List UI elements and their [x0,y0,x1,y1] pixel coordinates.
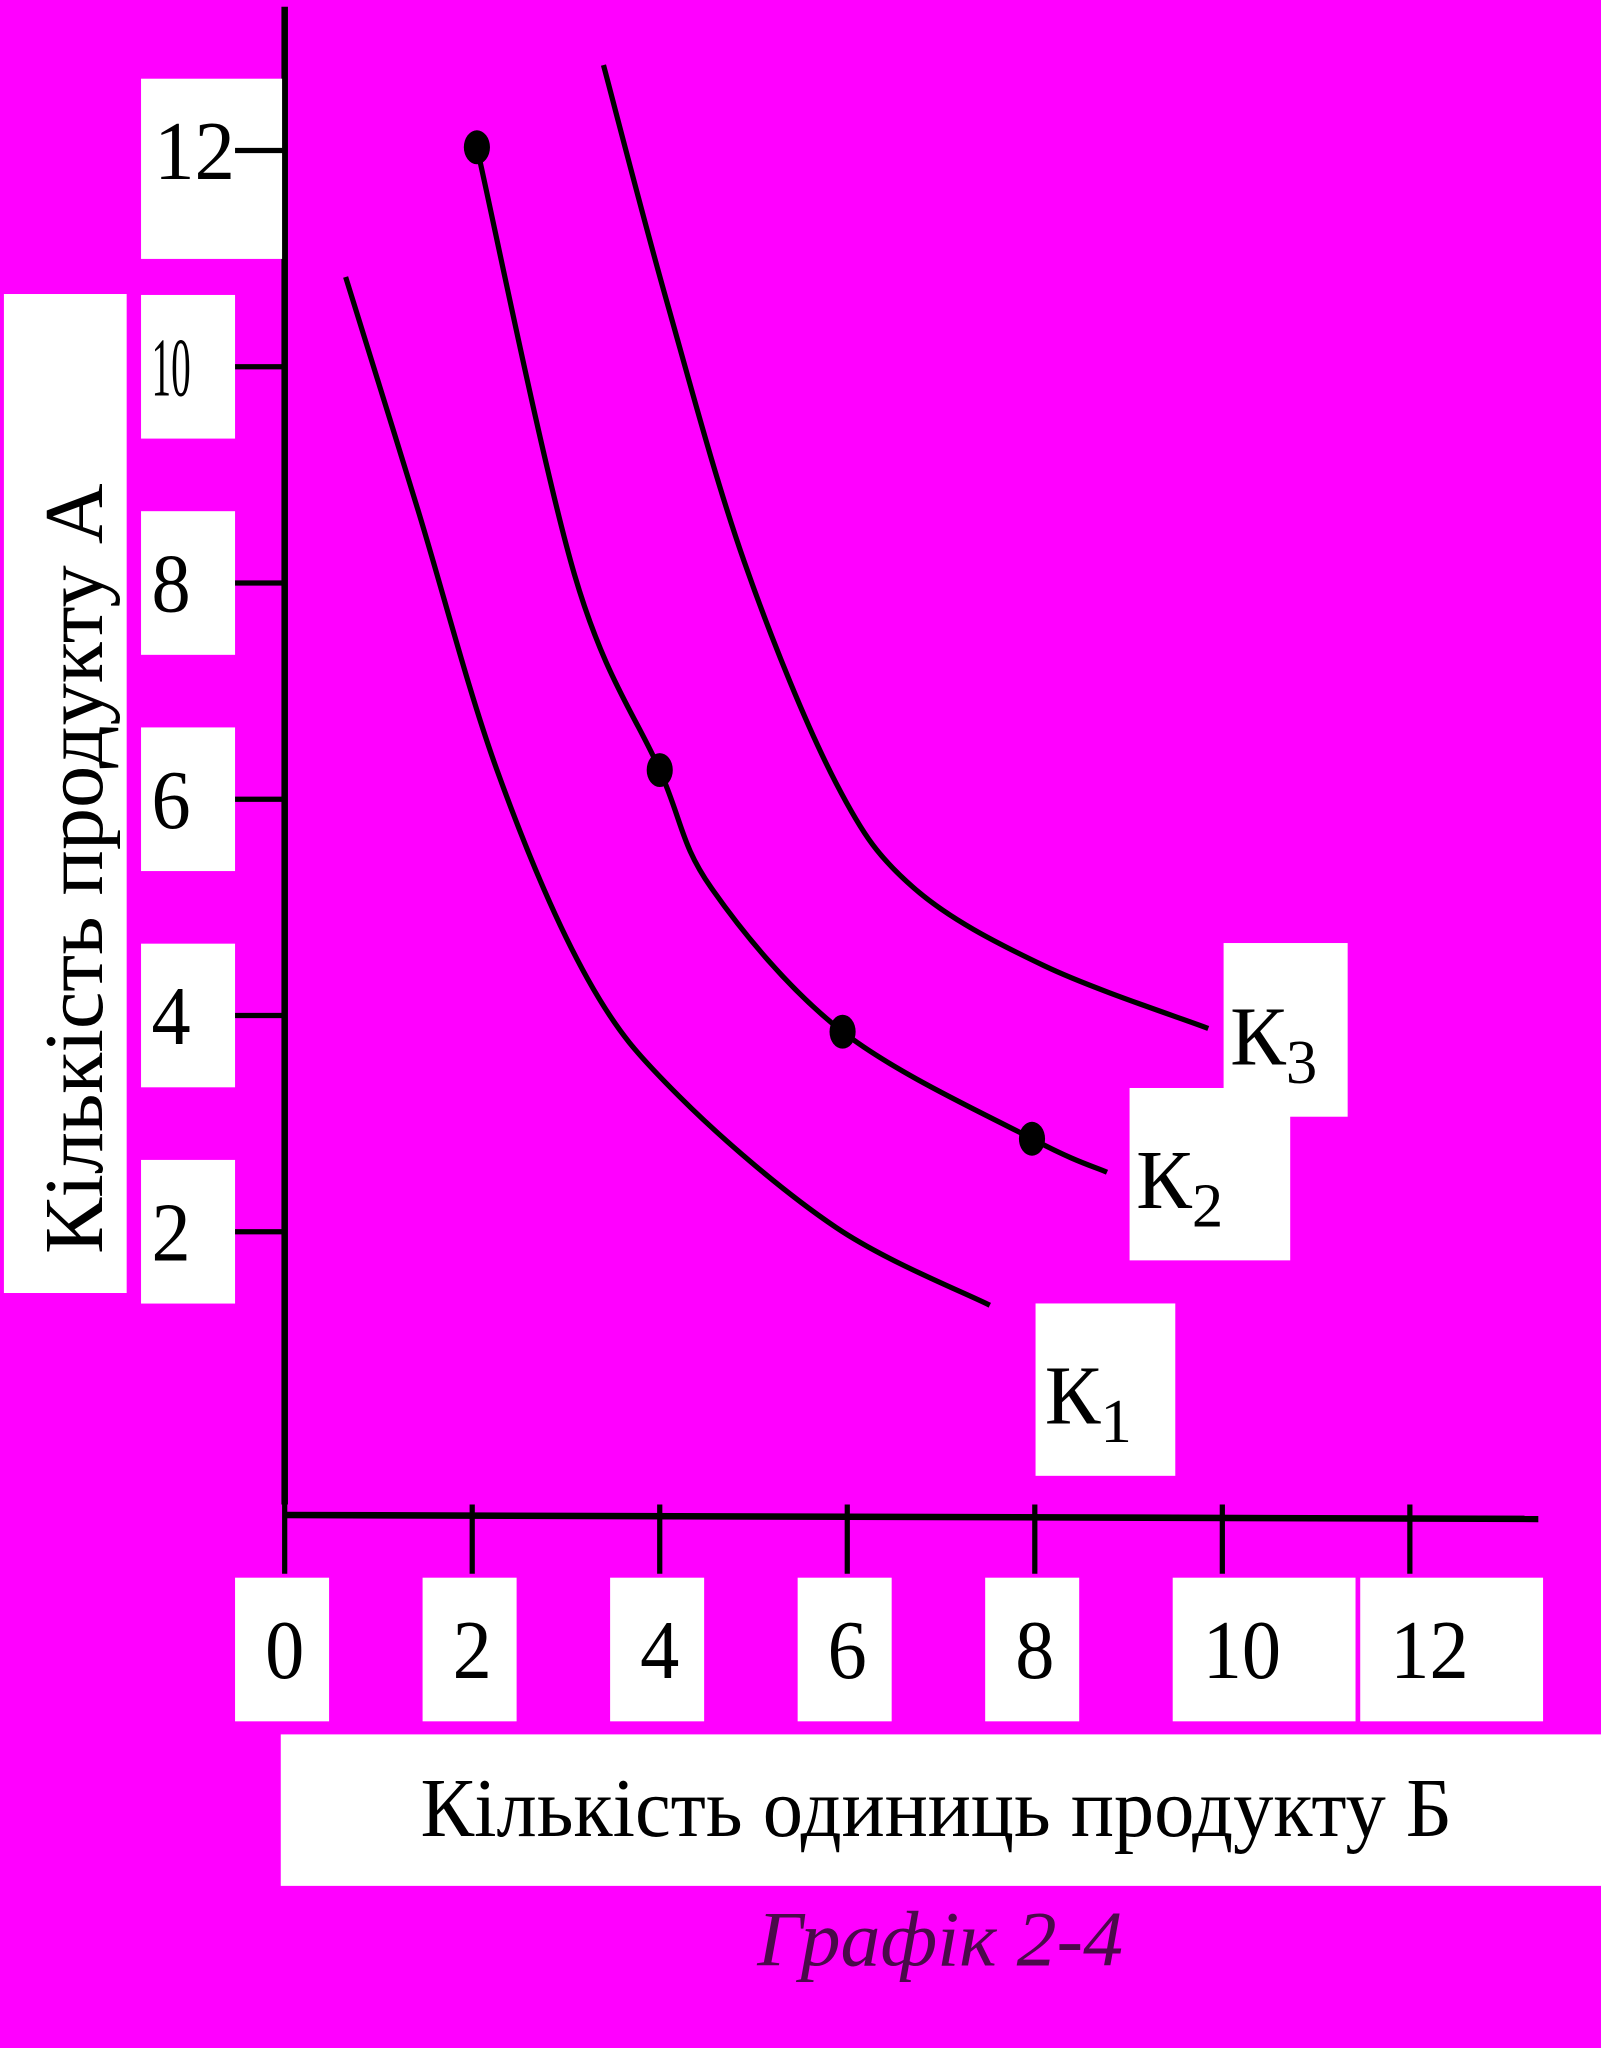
label-box [141,727,236,872]
x-axis-label: Кількість одиниць продукту Б [420,1763,1452,1855]
label-box [1172,1577,1356,1722]
y-tick-label: 4 [151,971,190,1063]
point [1018,1121,1046,1156]
legend-label: К2 [1136,1135,1223,1240]
label-box [141,943,236,1088]
point [646,753,673,788]
y-axis-label: Кількість продукту А [29,483,121,1253]
legend-label: К1 [1045,1351,1132,1456]
legend-label: К3 [1230,991,1317,1096]
x-tick-label: 12 [1390,1605,1468,1697]
y-tick-label: 8 [151,539,190,631]
x-tick-label: 6 [828,1605,867,1697]
label-box [1223,943,1348,1117]
curve [343,276,991,1308]
x-tick-label: 8 [1015,1605,1054,1697]
label-box [3,294,127,1294]
label-box [141,511,236,655]
curve [474,146,1109,1175]
x-tick-label: 10 [1203,1605,1281,1697]
y-tick-label: 12 [154,106,235,198]
point [829,1014,856,1049]
label-box [1035,1303,1176,1476]
x-tick-label: 4 [640,1605,679,1697]
label-box [797,1577,892,1722]
label-box [1360,1577,1544,1722]
label-box [141,78,283,259]
y-tick-label: 6 [151,755,190,847]
y-tick-label: 2 [151,1187,190,1279]
y-tick-label: 10 [151,322,190,414]
chart-title: Графік 2-4 [756,1896,1123,1983]
label-box [1129,1087,1291,1261]
label-box [141,1159,236,1304]
x-tick-label: 2 [453,1605,492,1697]
label-box [985,1577,1080,1722]
label-box [422,1577,517,1722]
label-box [235,1577,330,1722]
label-box [280,1734,1601,1886]
label-box [141,294,236,439]
point [463,130,490,165]
label-box [610,1577,705,1722]
x-tick-label: 0 [265,1605,304,1697]
x-axis [284,1511,1539,1523]
curve [600,64,1210,1031]
